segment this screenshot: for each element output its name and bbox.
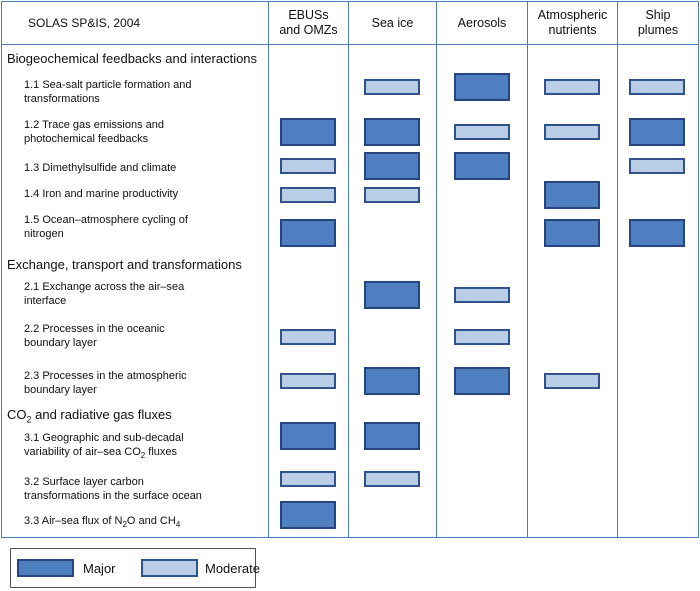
grid-line [1,1,2,538]
row-label: 1.3 Dimethylsulfide and climate [24,162,177,174]
cell-moderate [454,287,510,303]
cell-moderate [364,471,420,487]
grid-line [348,1,349,538]
cell-moderate [629,79,685,95]
grid-line [1,1,698,2]
cell-major [364,367,420,395]
cell-major [364,118,420,146]
cell-major [454,73,510,101]
legend-major-label: Major [83,561,116,576]
cell-moderate [280,158,336,174]
table-title: SOLAS SP&IS, 2004 [28,15,141,30]
cell-moderate [544,79,600,95]
cell-major [280,422,336,450]
section-heading: CO2 and radiative gas fluxes [7,407,172,425]
cell-major [544,181,600,209]
legend-moderate-label: Moderate [205,561,260,576]
grid-line [268,1,269,538]
row-label: 3.1 Geographic and sub-decadal variabilit… [24,432,184,461]
row-label: 1.4 Iron and marine productivity [24,188,179,200]
matrix-table: SOLAS SP&IS, 2004 EBUSs and OMZs Sea ice … [1,1,699,538]
cell-moderate [454,124,510,140]
column-header-ship-plumes: Ship plumes [637,8,679,37]
grid-line [1,537,698,538]
cell-moderate [544,124,600,140]
column-header-ebuss: EBUSs and OMZs [279,8,338,37]
cell-moderate [454,329,510,345]
cell-major [454,152,510,180]
grid-line [436,1,437,538]
column-header-aerosols: Aerosols [457,15,507,30]
cell-moderate [280,471,336,487]
row-label: 1.5 Ocean–atmosphere cycling of nitrogen [24,214,188,240]
cell-moderate [280,187,336,203]
cell-major [280,501,336,529]
row-label: 3.3 Air–sea flux of N2O and CH4 [24,515,181,530]
legend: Major Moderate [10,548,260,588]
grid-line [527,1,528,538]
row-label: 2.3 Processes in the atmospheric boundary… [24,370,187,396]
cell-major [280,118,336,146]
row-label: 3.2 Surface layer carbon transformations … [24,476,202,502]
legend-moderate-swatch [141,559,198,577]
grid-line [1,44,698,45]
cell-moderate [544,373,600,389]
cell-major [280,219,336,247]
legend-major-swatch [17,559,74,577]
cell-moderate [280,329,336,345]
row-label: 1.1 Sea-salt particle formation and trans… [24,79,192,105]
cell-major [454,367,510,395]
cell-moderate [364,79,420,95]
cell-major [544,219,600,247]
cell-moderate [629,158,685,174]
row-label: 2.2 Processes in the oceanic boundary lay… [24,323,165,349]
column-header-atmospheric-nutrients: Atmospheric nutrients [537,8,608,37]
cell-major [629,219,685,247]
cell-moderate [280,373,336,389]
row-label: 2.1 Exchange across the air–sea interface [24,281,185,307]
grid-line [617,1,618,538]
section-heading: Exchange, transport and transformations [7,257,242,272]
cell-major [364,422,420,450]
cell-major [364,281,420,309]
section-heading: Biogeochemical feedbacks and interaction… [7,51,258,66]
column-header-sea-ice: Sea ice [371,15,414,30]
cell-moderate [364,187,420,203]
cell-major [629,118,685,146]
row-label: 1.2 Trace gas emissions and photochemical… [24,119,165,145]
grid-line [698,1,699,538]
cell-major [364,152,420,180]
